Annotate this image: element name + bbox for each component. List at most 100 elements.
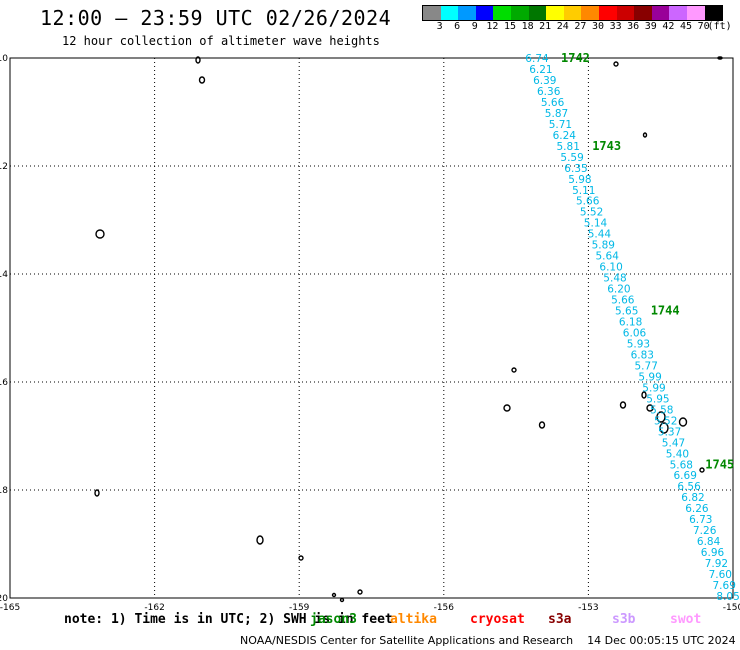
island-outline [357, 589, 363, 595]
wave-height-label: 5.11 [572, 185, 595, 197]
wave-height-label: 5.37 [658, 426, 681, 438]
wave-height-label: 5.40 [666, 448, 689, 460]
wave-height-label: 7.69 [713, 580, 736, 592]
scale-swatch [686, 6, 705, 20]
wave-height-label: 6.24 [553, 130, 577, 142]
wave-height-label: 5.98 [568, 174, 591, 186]
scale-swatch [458, 6, 476, 20]
scale-swatch [598, 6, 617, 20]
wave-height-label: 7.26 [693, 525, 717, 537]
scale-swatch [651, 6, 670, 20]
color-scale-bar [422, 5, 724, 21]
wave-height-label: 6.96 [701, 547, 725, 559]
credit-timestamp: 14 Dec 00:05:15 UTC 2024 [587, 634, 736, 647]
wave-height-label: 6.82 [681, 492, 704, 504]
wave-height-label: 6.73 [689, 514, 712, 526]
wave-height-label: 6.39 [533, 75, 556, 87]
longitude-tick-label: -150 [723, 603, 740, 613]
track-time-label: 1742 [561, 51, 590, 65]
island-outline [503, 404, 511, 412]
scale-tick-label: 33 [609, 21, 622, 32]
page-title: 12:00 – 23:59 UTC 02/26/2024 [40, 6, 392, 30]
scale-swatch [704, 6, 723, 20]
wave-height-label: 5.66 [611, 295, 635, 307]
latitude-tick-label: -10 [0, 54, 8, 64]
wave-height-label: 6.56 [677, 481, 701, 493]
satellite-legend-swot: swot [670, 612, 702, 627]
scale-tick-label: 30 [591, 21, 605, 32]
scale-tick-label: 39 [644, 21, 657, 32]
scale-tick-label: 42 [662, 21, 675, 32]
wave-height-label: 6.84 [697, 536, 721, 548]
wave-height-label: 5.71 [549, 119, 572, 131]
island-outline [656, 411, 666, 423]
longitude-tick-label: -153 [578, 603, 598, 613]
wave-height-label: 6.10 [599, 262, 622, 274]
latitude-tick-label: -14 [0, 270, 8, 280]
latitude-tick-label: -16 [0, 378, 8, 388]
scale-tick-label: 3 [436, 21, 443, 32]
scale-swatch [510, 6, 529, 20]
scale-tick-label: 12 [486, 21, 499, 32]
wave-height-label: 5.99 [642, 382, 665, 394]
island-outline [646, 404, 654, 412]
scale-swatch [546, 6, 564, 20]
footer-note: note: 1) Time is in UTC; 2) SWH is in fe… [64, 612, 393, 627]
page-subtitle: 12 hour collection of altimeter wave hei… [62, 34, 380, 48]
island-outline [717, 56, 723, 60]
credit-text: NOAA/NESDIS Center for Satellite Applica… [240, 634, 574, 647]
longitude-tick-label: -156 [434, 603, 455, 613]
scale-tick-label: 9 [471, 21, 478, 32]
scale-swatch [634, 6, 652, 20]
wave-height-label: 5.47 [662, 437, 685, 449]
scale-tick-label: 6 [454, 21, 461, 32]
wave-height-label: 6.06 [623, 328, 647, 340]
scale-swatch [528, 6, 547, 20]
wave-height-label: 6.20 [607, 284, 630, 296]
satellite-legend-s3a: s3a [548, 612, 572, 627]
island-outline [538, 421, 546, 429]
scale-tick-label: 15 [503, 21, 517, 32]
credit-line: NOAA/NESDIS Center for Satellite Applica… [240, 634, 736, 647]
scale-tick-label: 27 [574, 21, 587, 32]
island-outline [95, 229, 105, 239]
island-outline [619, 401, 627, 409]
scale-swatch [581, 6, 599, 20]
wave-height-label: 6.83 [631, 349, 654, 361]
wave-height-label: 5.44 [588, 229, 612, 241]
wave-height-label: 7.92 [705, 558, 728, 570]
wave-height-label: 5.65 [615, 306, 638, 318]
island-outline [94, 489, 100, 497]
longitude-tick-label: -162 [144, 603, 164, 613]
wave-height-label: 6.36 [537, 86, 561, 98]
island-outline [613, 61, 619, 67]
latitude-tick-label: -12 [0, 162, 8, 172]
scale-tick-label: 24 [556, 21, 569, 32]
scale-swatch [423, 6, 441, 20]
wave-height-label: 5.66 [541, 97, 565, 109]
wave-height-label: 5.77 [635, 360, 658, 372]
wave-height-label: 5.89 [592, 240, 615, 252]
island-outline [339, 597, 345, 603]
scale-tick-label: 45 [679, 21, 693, 32]
wave-height-label: 5.87 [545, 108, 568, 120]
wave-height-label: 6.18 [619, 317, 642, 329]
island-outline [678, 417, 688, 427]
scale-tick-label: 70 [697, 21, 710, 32]
track-time-label: 1745 [705, 457, 734, 471]
latitude-tick-label: -18 [0, 486, 8, 496]
island-outline [331, 592, 337, 598]
scale-swatch [440, 6, 459, 20]
latitude-tick-label: -20 [0, 594, 8, 604]
wave-height-label: 5.95 [646, 393, 669, 405]
satellite-legend-cryosat: cryosat [470, 612, 525, 627]
map-frame [9, 57, 734, 599]
longitude-tick-label: -159 [289, 603, 310, 613]
island-outline [642, 132, 648, 138]
longitude-tick-label: -165 [0, 603, 20, 613]
wave-height-label: 5.81 [557, 141, 580, 153]
scale-swatch [669, 6, 687, 20]
wave-height-label: 8.05 [716, 591, 739, 603]
wave-height-label: 6.35 [564, 163, 587, 175]
